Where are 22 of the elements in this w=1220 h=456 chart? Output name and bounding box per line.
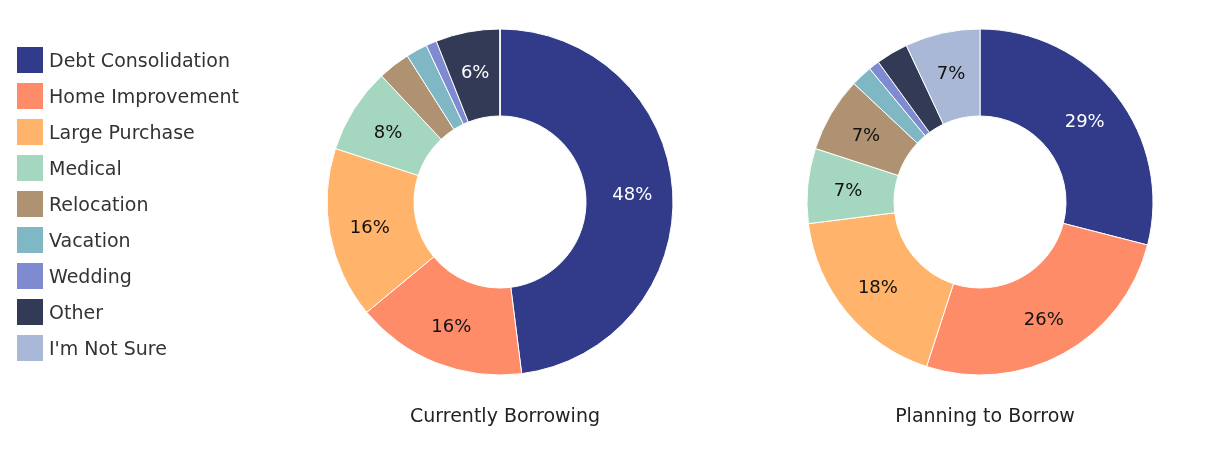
data-label: 48% xyxy=(612,183,653,205)
data-label: 6% xyxy=(460,61,490,83)
legend-label: Home Improvement xyxy=(49,85,239,107)
legend-label: Debt Consolidation xyxy=(49,49,230,71)
data-label: 7% xyxy=(851,124,881,146)
data-label: 26% xyxy=(1023,307,1064,329)
data-label: 18% xyxy=(857,275,898,297)
data-label: 7% xyxy=(833,179,863,201)
data-label: 8% xyxy=(373,120,403,142)
legend-label: Relocation xyxy=(49,193,149,215)
legend-label: Wedding xyxy=(49,265,132,287)
data-label: 16% xyxy=(349,216,390,238)
slice-label: Planning to Borrow xyxy=(895,403,1075,426)
legend-label: Vacation xyxy=(49,229,131,251)
legend-label: I'm Not Sure xyxy=(49,337,167,359)
legend-label: Other xyxy=(49,301,104,323)
legend-label: Large Purchase xyxy=(49,121,195,143)
legend-label: Medical xyxy=(49,157,122,179)
slice-label: Currently Borrowing xyxy=(410,403,600,426)
data-label: 7% xyxy=(936,62,966,84)
data-label: 29% xyxy=(1064,110,1105,132)
data-label: 16% xyxy=(431,314,472,336)
